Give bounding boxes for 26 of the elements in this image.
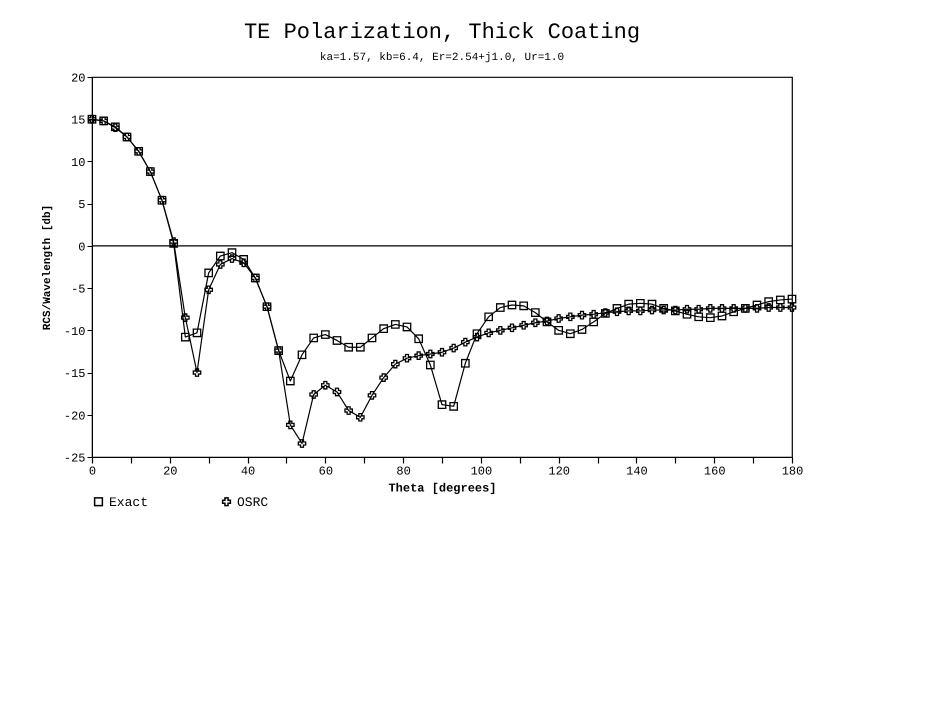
y-tick-label: -10 — [64, 324, 86, 339]
x-axis-title: Theta [degrees] — [388, 482, 497, 496]
y-tick-label: 15 — [71, 114, 86, 128]
legend-label: Exact — [109, 494, 148, 510]
legend-label: OSRC — [237, 494, 268, 510]
y-tick-label: -5 — [71, 282, 86, 297]
x-tick-label: 40 — [240, 464, 256, 478]
x-tick-label: 160 — [704, 464, 726, 478]
chart-subtitle: ka=1.57, kb=6.4, Er=2.54+j1.0, Ur=1.0 — [320, 52, 564, 64]
y-tick-label: 5 — [78, 198, 86, 212]
y-tick-label: 0 — [78, 240, 86, 254]
x-tick-label: 100 — [470, 464, 492, 478]
y-tick-label: 10 — [71, 156, 86, 170]
y-tick-label: 20 — [71, 72, 86, 86]
x-tick-label: 80 — [396, 464, 411, 478]
x-tick-label: 20 — [163, 464, 178, 478]
x-tick-label: 140 — [626, 464, 648, 478]
chart-title: TE Polarization, Thick Coating — [244, 20, 640, 45]
x-tick-label: 180 — [782, 464, 804, 478]
x-tick-label: 120 — [548, 464, 570, 478]
y-axis-title: RCS/Wavelength [db] — [42, 204, 54, 330]
y-tick-label: -25 — [64, 452, 86, 466]
x-tick-label: 60 — [318, 464, 334, 478]
x-tick-label: 0 — [88, 464, 96, 478]
y-tick-label: -20 — [64, 409, 86, 424]
y-tick-label: -15 — [64, 367, 86, 382]
